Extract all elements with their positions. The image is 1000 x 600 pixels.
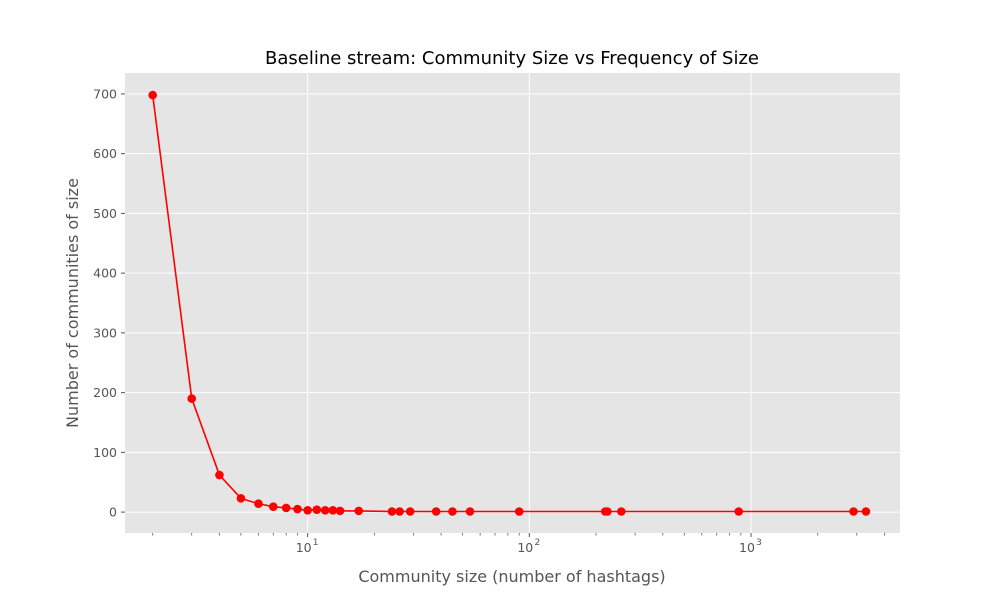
y-tick-label: 700 xyxy=(93,86,117,101)
x-tick-label: 10 xyxy=(739,540,755,555)
chart-title: Baseline stream: Community Size vs Frequ… xyxy=(265,48,759,69)
x-tick-exponent: 3 xyxy=(756,538,762,548)
y-tick-label: 600 xyxy=(93,146,117,161)
data-point xyxy=(465,507,475,516)
y-tick-label: 200 xyxy=(93,385,117,400)
plot-area xyxy=(125,73,900,533)
y-tick-label: 300 xyxy=(93,325,117,340)
y-tick-label: 500 xyxy=(93,206,117,221)
x-tick-label: 10 xyxy=(296,540,312,555)
data-point xyxy=(617,507,626,516)
data-point xyxy=(303,505,312,515)
x-tick-label: 10 xyxy=(517,540,533,555)
data-point xyxy=(148,90,157,100)
data-point xyxy=(514,507,524,516)
data-point xyxy=(431,507,441,516)
data-point xyxy=(293,504,302,514)
data-point xyxy=(215,470,224,480)
data-point xyxy=(395,507,404,516)
data-point xyxy=(734,507,744,516)
data-point xyxy=(254,499,263,509)
data-point xyxy=(405,507,415,516)
y-axis-label: Number of communities of size xyxy=(63,178,82,428)
grid-lines xyxy=(125,73,900,533)
data-point xyxy=(448,507,457,516)
data-series xyxy=(148,90,871,516)
x-tick-exponent: 2 xyxy=(534,538,540,548)
data-point xyxy=(187,394,197,403)
data-point xyxy=(312,505,322,515)
x-axis-label: Community size (number of hashtags) xyxy=(358,567,665,586)
data-point xyxy=(269,502,278,512)
data-point xyxy=(320,505,330,515)
y-tick-label: 400 xyxy=(93,266,117,281)
data-point xyxy=(387,507,397,516)
data-point xyxy=(328,505,338,515)
data-point xyxy=(603,507,612,516)
y-tick-label: 100 xyxy=(93,445,117,460)
data-point xyxy=(236,494,246,503)
data-point xyxy=(335,506,345,516)
data-point xyxy=(354,506,364,516)
data-point xyxy=(849,507,858,516)
data-point xyxy=(861,507,871,516)
y-tick-label: 0 xyxy=(109,505,117,520)
data-point xyxy=(281,503,291,513)
x-tick-exponent: 1 xyxy=(313,538,319,548)
